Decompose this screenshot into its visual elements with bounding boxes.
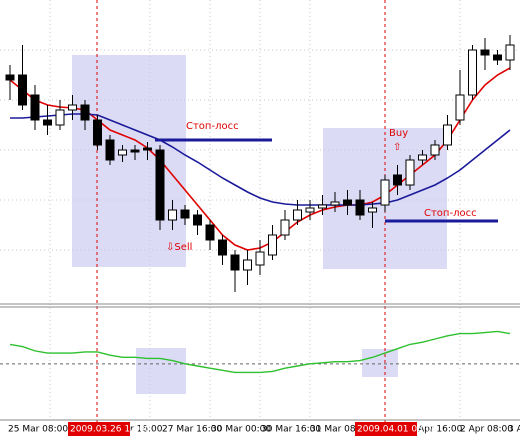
x-tick-label: 30 Mar 16:00 (261, 425, 321, 435)
candle-body (468, 49, 477, 96)
x-tick-label: 30 Mar 00:00 (211, 425, 271, 435)
highlight-label: 2009.04.01 08:00 (357, 425, 438, 435)
candle-body (243, 259, 252, 271)
candle-body (143, 147, 152, 151)
highlight-boxes (72, 55, 447, 394)
candle-body (193, 214, 202, 226)
candle-body (405, 159, 415, 186)
x-tick-label: 27 Mar 16:00 (162, 425, 222, 435)
oscillator-line (9, 330, 511, 374)
candle-body (43, 119, 52, 126)
candle-body (330, 201, 340, 206)
candle-body (93, 119, 102, 146)
candle-body (293, 209, 302, 221)
candle-body (255, 251, 265, 266)
candle-body (355, 199, 365, 216)
candle-body (68, 104, 77, 111)
annotation: Стоп-лосс (186, 121, 239, 132)
event-lines (96, 0, 386, 428)
candle-body (305, 207, 315, 213)
candle-body (155, 149, 165, 221)
candle-body (480, 49, 490, 56)
highlight-label-box (355, 422, 417, 436)
highlight-label-box (68, 422, 130, 436)
candle-body (268, 234, 277, 256)
annotation: Стоп-лосс (424, 208, 477, 219)
candle-body (443, 124, 452, 146)
candle-body (80, 104, 90, 121)
x-tick-label: 31 Mar 08:00 (310, 425, 370, 435)
candle-body (368, 207, 377, 213)
annotation: ⇧ (393, 142, 401, 153)
candle-body (168, 209, 177, 221)
annotation: Buy (389, 128, 408, 139)
x-tick-label: 25 Mar 08:00 (8, 425, 68, 435)
candle-body (343, 199, 352, 206)
candle-body (280, 219, 290, 236)
candle-body (318, 204, 327, 209)
candle-body (393, 174, 402, 186)
candle-body (180, 209, 190, 219)
x-tick-label: 3 A (508, 425, 520, 435)
candle-body (18, 74, 27, 106)
candle-body (430, 144, 440, 156)
candle-body (55, 109, 65, 126)
candle-body (505, 44, 515, 61)
candle-body (5, 74, 15, 81)
moving-average (10, 113, 511, 206)
candle-body (455, 94, 465, 121)
candle-body (380, 179, 390, 206)
x-tick-label: 2 Apr 08:00 (460, 425, 513, 435)
candle-body (130, 149, 140, 153)
x-tick-label: Apr 16:00 (418, 425, 463, 435)
candle-body (105, 139, 115, 161)
annotation: ⇩Sell (166, 242, 192, 253)
candle-body (218, 239, 227, 256)
candle-body (30, 94, 40, 121)
candle-body (418, 154, 427, 161)
candle-body (493, 54, 502, 61)
candle-body (118, 149, 127, 156)
highlight-label: 2009.03.26 12:00 (70, 425, 151, 435)
candle-body (205, 224, 215, 241)
x-tick-label: r 16:00 (130, 425, 163, 435)
candle-body (230, 254, 240, 271)
